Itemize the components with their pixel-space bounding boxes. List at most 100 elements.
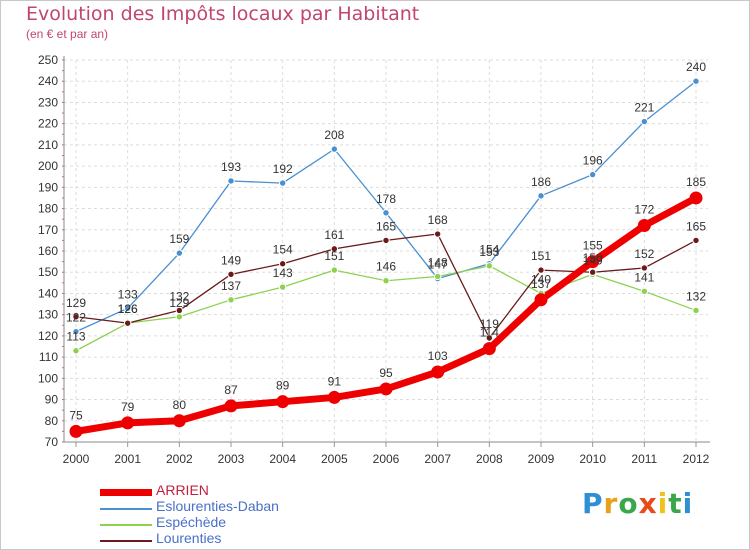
- data-point-eslourenties-daban: [692, 77, 700, 85]
- data-point-eslourenties-daban: [278, 179, 287, 187]
- data-point-eslourenties-daban: [588, 170, 597, 179]
- data-label-arrien: 137: [531, 277, 551, 291]
- data-point-eslourenties-daban: [537, 192, 545, 200]
- data-label-esp-ch-de: 143: [273, 266, 293, 280]
- data-label-esp-ch-de: 132: [686, 289, 706, 303]
- x-tick-label: 2011: [631, 452, 657, 466]
- legend-label: Espéchède: [156, 514, 227, 530]
- legend-label: Lourenties: [156, 530, 222, 546]
- x-tick-label: 2000: [63, 452, 90, 466]
- data-label-eslourenties-daban: 221: [634, 101, 654, 115]
- data-point-esp-ch-de: [485, 262, 494, 270]
- data-point-arrien: [637, 219, 651, 233]
- x-tick-label: 2010: [579, 452, 606, 466]
- data-label-eslourenties-daban: 208: [324, 128, 344, 142]
- data-point-lourenties: [72, 313, 80, 321]
- data-label-eslourenties-daban: 196: [583, 154, 603, 168]
- data-label-esp-ch-de: 113: [66, 330, 85, 344]
- data-label-esp-ch-de: 148: [428, 255, 448, 269]
- data-label-eslourenties-daban: 147: [428, 258, 448, 272]
- y-tick-label: 100: [38, 371, 58, 385]
- data-point-esp-ch-de: [433, 272, 442, 281]
- data-point-lourenties: [123, 319, 132, 327]
- x-tick-label: 2004: [269, 452, 296, 466]
- data-point-arrien: [689, 191, 703, 205]
- data-label-arrien: 172: [634, 203, 654, 217]
- data-point-lourenties: [485, 334, 494, 342]
- legend-swatch-eslourenties-daban: [100, 508, 152, 510]
- x-tick-label: 2006: [373, 452, 400, 466]
- data-point-lourenties: [537, 266, 545, 274]
- data-label-esp-ch-de: 137: [221, 279, 241, 293]
- data-point-arrien: [586, 255, 600, 269]
- data-point-esp-ch-de: [382, 277, 390, 285]
- y-tick-label: 80: [45, 414, 59, 428]
- proxiti-logo: Proxiti: [582, 487, 693, 520]
- y-tick-label: 250: [38, 53, 58, 67]
- data-labels: 122 133 159 193 192 208 178 147 154 186 196 221 240 1…: [66, 60, 706, 422]
- data-label-esp-ch-de: 146: [376, 260, 396, 274]
- data-point-esp-ch-de: [692, 306, 700, 315]
- data-label-esp-ch-de: 151: [324, 249, 344, 263]
- y-tick-label: 130: [38, 308, 58, 322]
- data-label-esp-ch-de: 140: [531, 272, 551, 286]
- data-label-esp-ch-de: 141: [634, 270, 654, 284]
- data-label-esp-ch-de: 126: [118, 302, 138, 316]
- data-label-arrien: 91: [328, 374, 342, 388]
- y-tick-label: 210: [38, 138, 58, 152]
- data-label-arrien: 95: [379, 366, 393, 380]
- data-label-eslourenties-daban: 133: [118, 287, 138, 301]
- data-point-esp-ch-de: [175, 313, 184, 321]
- data-label-esp-ch-de: 153: [479, 245, 499, 259]
- x-tick-label: 2001: [114, 452, 141, 466]
- data-point-eslourenties-daban: [640, 117, 649, 126]
- data-point-eslourenties-daban: [382, 209, 390, 217]
- data-label-eslourenties-daban: 154: [479, 243, 499, 257]
- y-tick-label: 160: [38, 244, 58, 258]
- y-tick-label: 180: [38, 202, 58, 216]
- y-tick-label: 140: [38, 286, 58, 300]
- data-label-lourenties: 126: [118, 302, 138, 316]
- data-point-lourenties: [227, 270, 235, 279]
- data-point-esp-ch-de: [72, 347, 80, 355]
- data-point-arrien: [69, 424, 83, 438]
- data-point-eslourenties-daban: [123, 304, 132, 312]
- data-label-lourenties: 168: [428, 213, 448, 227]
- chart-title: Evolution des Impôts locaux par Habitant: [26, 3, 420, 25]
- data-point-arrien: [327, 390, 341, 404]
- y-tick-label: 120: [38, 329, 58, 343]
- data-label-lourenties: 129: [66, 296, 86, 310]
- data-point-lourenties: [382, 236, 390, 245]
- y-tick-label: 110: [39, 350, 58, 364]
- logo-letter: P: [582, 487, 604, 520]
- y-tick-label: 170: [38, 223, 58, 237]
- legend-swatch-arrien: [100, 489, 152, 496]
- legend-label: Eslourenties-Daban: [156, 498, 279, 514]
- data-point-arrien: [276, 395, 290, 409]
- data-point-arrien: [482, 342, 496, 356]
- data-point-eslourenties-daban: [175, 249, 184, 257]
- y-tick-label: 190: [38, 180, 58, 194]
- data-label-arrien: 80: [173, 398, 187, 412]
- x-tick-label: 2012: [683, 452, 710, 466]
- data-label-eslourenties-daban: 159: [169, 232, 189, 246]
- x-tick-label: 2005: [321, 452, 348, 466]
- data-label-eslourenties-daban: 193: [221, 160, 241, 174]
- data-point-eslourenties-daban: [72, 327, 80, 336]
- x-tick-label: 2003: [218, 452, 245, 466]
- data-label-arrien: 79: [121, 400, 135, 414]
- logo-letter: i: [657, 487, 669, 520]
- data-point-eslourenties-daban: [227, 177, 235, 185]
- data-point-eslourenties-daban: [330, 145, 339, 153]
- legend-label: ARRIEN: [156, 482, 209, 498]
- x-tick-label: 2008: [476, 452, 503, 466]
- logo-letter: x: [638, 487, 658, 520]
- chart-subtitle: (en € et par an): [26, 27, 109, 41]
- data-point-esp-ch-de: [330, 266, 339, 274]
- y-tick-label: 200: [38, 159, 58, 173]
- logo-letter: t: [668, 487, 683, 520]
- data-point-arrien: [121, 416, 135, 430]
- logo-letter: r: [603, 487, 619, 520]
